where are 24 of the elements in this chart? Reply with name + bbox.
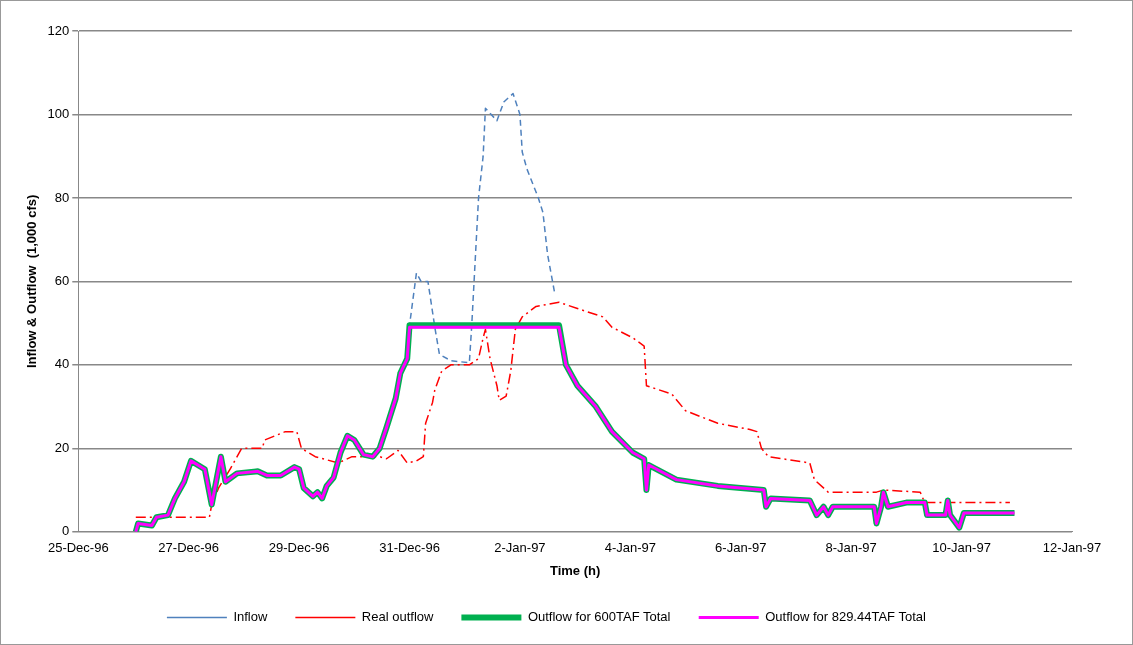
- x-tick-label: 4-Jan-97: [604, 540, 657, 556]
- y-tick-label: 80: [54, 189, 70, 205]
- legend-label: Outflow for 600TAF Total: [527, 609, 671, 625]
- legend-label: Outflow for 829.44TAF Total: [765, 609, 926, 625]
- legend-label: Inflow: [233, 609, 268, 625]
- y-tick-label: 20: [54, 439, 70, 455]
- x-tick-label: 6-Jan-97: [715, 540, 767, 556]
- line-series: [135, 301, 1011, 518]
- y-tick-label: 120: [47, 22, 70, 38]
- x-tick-label: 29-Dec-96: [268, 540, 330, 556]
- y-tick-label: 100: [47, 106, 70, 122]
- x-axis-title: Time (h): [549, 562, 601, 578]
- legend-label: Real outflow: [361, 609, 435, 625]
- x-tick-label: 25-Dec-96: [47, 540, 109, 556]
- x-tick-label: 2-Jan-97: [494, 540, 546, 556]
- x-tick-label: 10-Jan-97: [932, 540, 991, 556]
- y-tick-label: 40: [54, 356, 70, 372]
- x-tick-label: 31-Dec-96: [379, 540, 440, 556]
- y-tick-label: 60: [54, 272, 70, 288]
- y-axis-title: Inflow & Outflow (1,000 cfs): [24, 194, 40, 369]
- x-tick-label: 12-Jan-97: [1042, 540, 1102, 556]
- y-tick-label: 0: [62, 523, 70, 539]
- x-tick-label: 27-Dec-96: [158, 540, 220, 556]
- x-tick-label: 8-Jan-97: [825, 540, 877, 556]
